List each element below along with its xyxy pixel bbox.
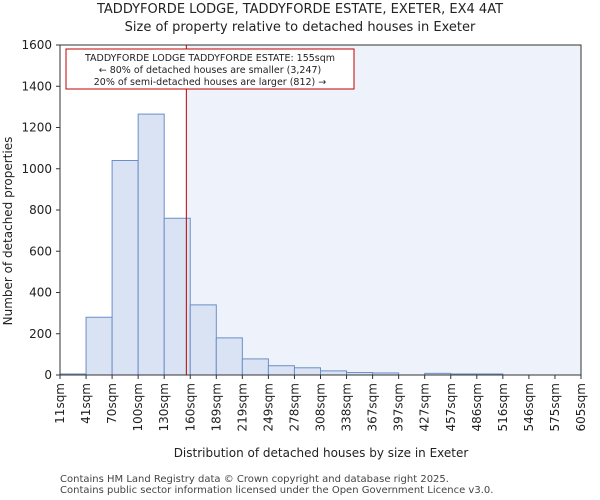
x-axis-label: Distribution of detached houses by size …: [174, 446, 469, 460]
footer-attribution-2: Contains public sector information licen…: [60, 485, 494, 496]
x-tick-label: 367sqm: [366, 383, 380, 431]
axes-group: 0 200 400 600 800 1000 1200 1400 1600 11sqm 41sqm 7…: [21, 38, 588, 431]
histogram-bar: [85, 316, 113, 376]
y-tick-label: 800: [29, 203, 52, 217]
y-tick-label: 0: [44, 368, 52, 382]
y-tick-label: 200: [29, 327, 52, 341]
larger-region-shade: [186, 45, 581, 375]
chart-title: TADDYFORDE LODGE, TADDYFORDE ESTATE, EXE…: [96, 2, 504, 17]
x-tick-label: 605sqm: [574, 383, 588, 431]
histogram-bar: [320, 370, 348, 376]
histogram-bar: [215, 337, 243, 376]
x-tick-label: 249sqm: [261, 383, 275, 431]
x-tick-label: 338sqm: [340, 383, 354, 431]
y-axis-label: Number of detached properties: [1, 137, 15, 326]
y-tick-label: 1200: [21, 121, 52, 135]
histogram-bar: [293, 367, 322, 376]
x-tick-label: 189sqm: [209, 383, 223, 431]
y-tick-label: 1000: [21, 162, 52, 176]
histogram-bar: [189, 304, 217, 376]
histogram-bar: [267, 365, 295, 376]
chart-subtitle: Size of property relative to detached ho…: [124, 20, 476, 35]
x-tick-label: 486sqm: [470, 383, 484, 431]
x-tick-label: 457sqm: [444, 383, 458, 431]
y-tick-label: 600: [29, 244, 52, 258]
x-tick-label: 575sqm: [548, 383, 562, 431]
x-tick-label: 219sqm: [235, 383, 249, 431]
y-tick-label: 1600: [21, 38, 52, 52]
x-tick-label: 100sqm: [131, 383, 145, 431]
x-tick-label: 308sqm: [314, 383, 328, 431]
x-tick-label: 397sqm: [392, 383, 406, 431]
annotation-frame: [65, 48, 355, 90]
x-tick-label: 278sqm: [287, 383, 301, 431]
histogram-bar: [137, 113, 165, 376]
x-tick-label: 516sqm: [496, 383, 510, 431]
annotation-line-1: TADDYFORDE LODGE TADDYFORDE ESTATE: 155s…: [84, 53, 335, 64]
x-tick-label: 70sqm: [105, 383, 119, 424]
x-tick-label: 41sqm: [79, 383, 93, 424]
x-tick-label: 546sqm: [522, 383, 536, 431]
y-tick-label: 1400: [21, 79, 52, 93]
footer-attribution-1: Contains HM Land Registry data © Crown c…: [60, 474, 449, 485]
annotation-line-3: 20% of semi-detached houses are larger (…: [94, 77, 327, 88]
x-tick-label: 11sqm: [53, 383, 67, 424]
y-tick-label: 400: [29, 286, 52, 300]
histogram-bar: [241, 358, 269, 376]
annotation-box: TADDYFORDE LODGE TADDYFORDE ESTATE: 155s…: [65, 48, 355, 90]
x-tick-label: 427sqm: [418, 383, 432, 431]
bars-group: [59, 113, 504, 376]
histogram-bar: [111, 160, 139, 376]
annotation-line-2: ← 80% of detached houses are smaller (3,…: [99, 65, 322, 76]
x-tick-label: 160sqm: [183, 383, 197, 431]
x-tick-label: 130sqm: [157, 383, 171, 431]
